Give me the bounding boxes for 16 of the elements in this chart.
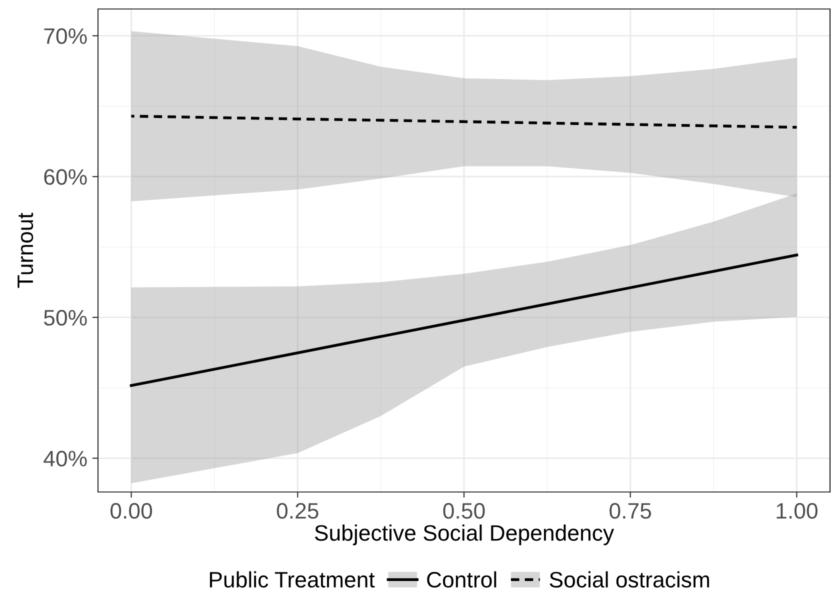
line-series [130, 254, 798, 387]
x-tick-label: 0.00 [110, 503, 152, 519]
x-tick-label: 0.50 [443, 503, 485, 519]
y-tick-label: 50% [44, 310, 87, 326]
x-tick-label: 0.75 [610, 503, 652, 519]
x-axis-title: Subjective Social Dependency [314, 524, 614, 546]
x-tick-label: 1.00 [776, 503, 818, 519]
line-series [130, 114, 798, 129]
x-tick-label: 0.25 [276, 503, 318, 519]
legend-label: Social ostracism [550, 571, 710, 588]
legend-label: Control [427, 571, 496, 588]
y-tick-label: 70% [44, 28, 87, 44]
y-tick-label: 60% [44, 169, 87, 185]
y-axis-title: Turnout [18, 212, 34, 288]
y-tick-label: 40% [44, 450, 87, 466]
legend-title: Public Treatment [210, 571, 375, 588]
